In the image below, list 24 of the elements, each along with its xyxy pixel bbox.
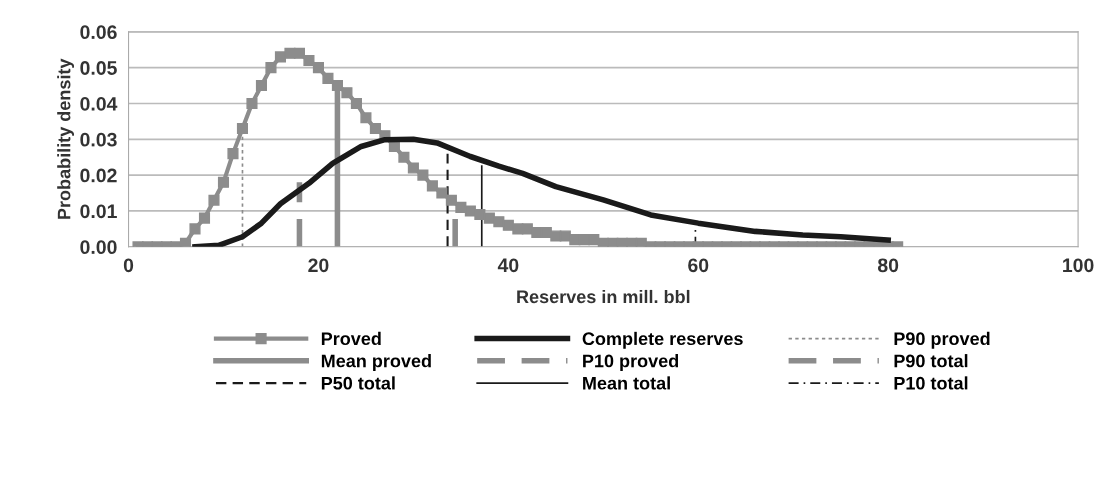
y-tick-label: 0.06	[80, 25, 117, 40]
legend-label: P90 total	[894, 354, 968, 368]
legend-label: Proved	[321, 331, 381, 346]
x-tick-label: 0	[123, 258, 134, 273]
x-axis-title: Reserves in mill. bbl	[517, 289, 690, 304]
x-tick-label: 20	[308, 258, 329, 273]
legend-label: P90 proved	[894, 331, 990, 349]
y-tick-label: 0.01	[80, 204, 117, 219]
x-tick-label: 80	[877, 258, 899, 273]
x-tick-label: 100	[1063, 258, 1094, 273]
legend-label: P10 proved	[583, 354, 679, 371]
legend-label: P50 total	[321, 376, 395, 390]
y-tick-label: 0.04	[80, 96, 118, 111]
x-tick-label: 60	[688, 258, 709, 273]
legend-label: P10 total	[894, 376, 968, 390]
y-tick-label: 0.05	[80, 61, 117, 75]
y-tick-label: 0.02	[80, 168, 117, 183]
y-tick-label: 0.03	[80, 132, 117, 147]
legend-label: Mean total	[583, 376, 670, 390]
y-axis-title: Probability density	[57, 58, 75, 219]
y-tick-label: 0.00	[80, 240, 117, 255]
x-tick-label: 40	[497, 258, 519, 273]
legend-label: Mean proved	[321, 354, 431, 371]
legend-label: Complete reserves	[582, 331, 743, 349]
